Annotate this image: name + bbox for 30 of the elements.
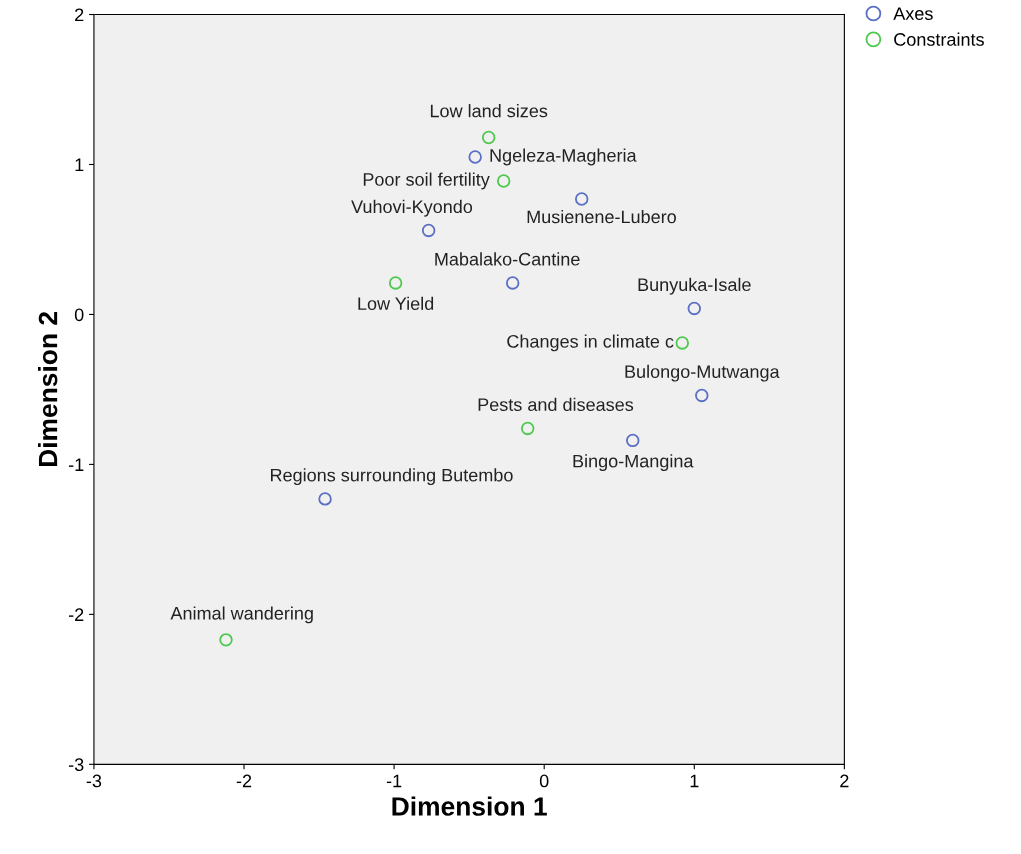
annotation: Low Yield [358, 296, 434, 311]
x-tick-label: -3 [86, 774, 102, 788]
y-tick-label: -3 [68, 758, 84, 772]
legend-label: Axes [893, 7, 933, 21]
y-axis-title: Dimension 2 [38, 312, 58, 467]
annotation: Pests and diseases [478, 397, 634, 412]
x-tick-label: 1 [690, 774, 699, 788]
x-tick-label: 0 [539, 774, 549, 788]
y-tick-label: -2 [68, 608, 84, 621]
annotation: Changes in climate c [507, 334, 674, 352]
annotation: Vuhovi-Kyondo [351, 199, 473, 217]
x-axis-title: Dimension 1 [392, 796, 547, 816]
annotation: Bulongo-Mutwanga [625, 364, 780, 382]
annotation: Animal wandering [170, 606, 313, 624]
annotation: Bunyuka-Isale [638, 277, 751, 295]
annotation: Low land sizes [430, 104, 548, 118]
x-tick-label: -1 [386, 774, 402, 788]
annotation: Poor soil fertility [363, 172, 490, 190]
annotation: Bingo-Mangina [573, 454, 694, 472]
y-tick-label: 2 [75, 8, 84, 22]
annotation: Regions surrounding Butembo [270, 468, 513, 486]
y-tick-label: 0 [74, 308, 84, 322]
x-tick-label: -2 [236, 774, 252, 788]
annotation: Ngeleza-Magheria [490, 148, 637, 166]
legend-label: Constraints [894, 32, 984, 46]
annotation: Musienene-Lubero [527, 210, 676, 224]
annotation: Mabalako-Cantine [435, 252, 580, 266]
x-tick-label: 2 [840, 774, 849, 788]
y-tick-label: 1 [75, 158, 84, 172]
y-tick-label: -1 [68, 458, 84, 471]
